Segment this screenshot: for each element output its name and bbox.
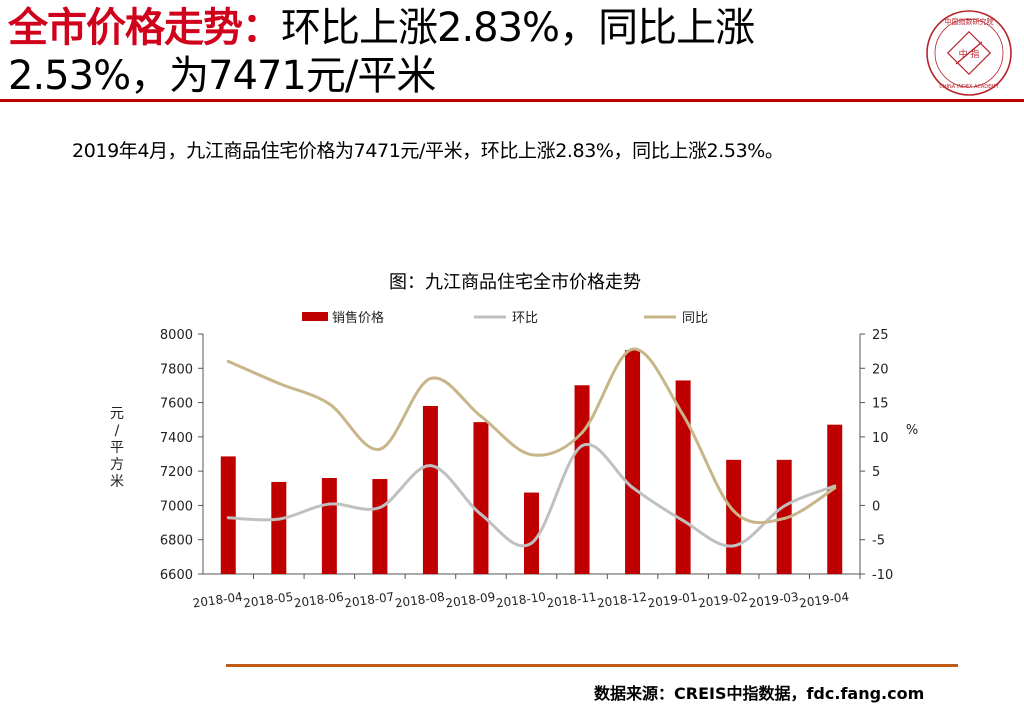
title-line1: 环比上涨2.83%，同比上涨 [281,5,755,51]
footer-divider [226,664,958,667]
x-tick-label: 2018-05 [242,590,294,611]
point-mom-2019-04 [833,484,837,488]
point-yoy-2018-08 [428,377,432,381]
legend-label: 销售价格 [332,310,384,326]
data-source: 数据来源：CREIS中指数据，fdc.fang.com [594,684,925,703]
point-mom-2018-07 [378,505,382,509]
title-highlight: 全市价格走势： [8,5,282,51]
y-left-tick-label: 7400 [160,431,193,446]
y-left-tick-label: 7000 [160,499,193,514]
y-right-tick-label: 0 [872,499,880,514]
bar-price-2018-05 [271,481,287,574]
x-tick-label: 2019-03 [748,590,800,611]
point-mom-2018-05 [277,517,281,521]
x-tick-label: 2018-08 [394,590,446,611]
y-left-axis-label: 米 [110,474,124,490]
x-tick-label: 2019-02 [697,590,749,611]
point-yoy-2018-06 [327,402,331,406]
y-left-tick-label: 7600 [160,397,193,412]
x-tick-label: 2018-04 [192,590,244,611]
line-yoy [227,347,836,525]
y-left-axis-label: 元 [110,406,124,422]
bar-price-2018-04 [220,456,236,574]
point-mom-2018-09 [479,512,483,516]
point-mom-2018-10 [530,541,533,545]
x-tick-label: 2019-01 [647,590,699,611]
legend-label: 环比 [512,311,538,326]
logo-center-text: 中 指 [959,48,980,60]
point-yoy-2019-01 [681,413,685,417]
point-yoy-2018-11 [580,431,584,435]
y-right-tick-label: 25 [872,328,889,343]
point-yoy-2019-02 [732,509,736,513]
logo-english: CHINA INDEX ACADEMY [939,84,999,90]
x-tick-label: 2018-06 [293,590,345,611]
bar-price-2018-12 [625,350,641,574]
summary-text: 2019年4月，九江商品住宅价格为7471元/平米，环比上涨2.83%，同比上涨… [72,140,784,162]
point-mom-2019-02 [732,544,736,548]
bar-price-2018-10 [524,492,539,574]
y-left-axis-label: 方 [110,457,124,473]
x-tick-label: 2018-07 [344,590,396,611]
title-line2: 2.53%，为7471元/平米 [8,53,436,99]
y-left-tick-label: 7800 [160,362,193,377]
y-right-tick-label: 20 [872,362,889,377]
point-yoy-2019-04 [833,486,837,490]
point-mom-2018-12 [631,486,635,490]
point-yoy-2018-05 [277,381,281,385]
point-mom-2019-03 [782,504,786,508]
y-right-tick-label: 15 [872,397,889,412]
bar-price-2019-01 [675,380,691,574]
point-mom-2018-04 [226,516,230,520]
x-tick-label: 2018-11 [546,590,598,611]
point-yoy-2018-10 [530,453,533,457]
x-tick-label: 2018-10 [495,590,547,611]
x-tick-label: 2019-04 [798,590,850,611]
bar-price-2019-04 [827,424,843,574]
y-right-axis-label: % [906,423,918,438]
y-left-tick-label: 8000 [160,328,193,343]
point-mom-2019-01 [681,519,685,523]
y-left-axis-label: / [115,423,120,439]
point-yoy-2019-03 [782,516,786,520]
point-yoy-2018-12 [631,347,635,351]
legend-label: 同比 [682,311,708,326]
point-yoy-2018-04 [226,359,230,363]
y-right-tick-label: 5 [872,465,880,480]
y-left-tick-label: 6600 [160,568,193,583]
y-right-tick-label: 10 [872,431,889,446]
bar-price-2018-08 [422,406,438,574]
bar-price-2018-11 [574,385,590,574]
page-title: 全市价格走势：环比上涨2.83%，同比上涨 2.53%，为7471元/平米 [8,4,908,100]
logo-label: 中国指数研究院 [945,17,994,26]
y-left-tick-label: 7200 [160,465,193,480]
bar-price-2018-07 [372,479,388,574]
point-mom-2018-08 [428,464,432,468]
china-index-academy-logo: 中 指 中国指数研究院 CHINA INDEX ACADEMY [926,10,1012,96]
bar-price-2018-09 [473,422,489,574]
bar-price-2018-06 [321,478,337,574]
point-yoy-2018-09 [479,414,483,418]
bar-price-2019-03 [776,459,792,574]
y-left-axis-label: 平 [110,440,124,456]
point-mom-2018-11 [580,444,584,448]
point-yoy-2018-07 [378,447,382,451]
y-right-tick-label: -10 [872,568,893,583]
legend-swatch-price [302,312,328,321]
x-tick-label: 2018-12 [596,590,648,611]
x-tick-label: 2018-09 [445,590,497,611]
header-divider [0,99,1024,102]
chart-title: 图：九江商品住宅全市价格走势 [389,272,641,293]
y-left-tick-label: 6800 [160,534,193,549]
y-right-tick-label: -5 [872,534,885,549]
point-mom-2018-06 [327,502,331,506]
